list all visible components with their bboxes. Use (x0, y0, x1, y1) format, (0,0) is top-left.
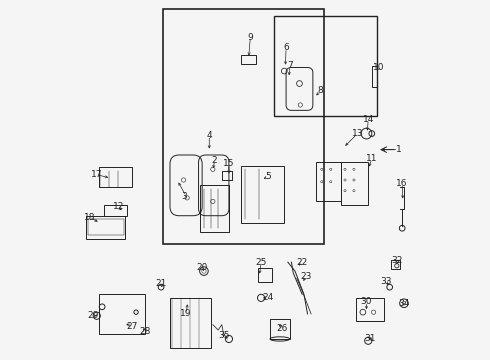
Text: 2: 2 (212, 156, 218, 165)
Text: 5: 5 (266, 172, 271, 181)
Bar (270, 319, 290, 339)
Text: 19: 19 (180, 310, 192, 319)
Text: 14: 14 (363, 115, 374, 124)
Text: 11: 11 (366, 154, 378, 163)
Bar (317, 162, 342, 202)
Bar (372, 66, 377, 87)
Text: 4: 4 (206, 131, 212, 140)
Bar (88, 219, 123, 235)
Text: 6: 6 (283, 43, 289, 52)
Text: 26: 26 (277, 324, 288, 333)
Text: 32: 32 (391, 256, 402, 265)
Text: 18: 18 (84, 213, 96, 222)
Text: 28: 28 (139, 327, 150, 336)
Text: 17: 17 (91, 170, 102, 179)
Bar (273, 16, 377, 116)
Text: 22: 22 (296, 258, 308, 267)
Bar (342, 162, 368, 205)
Bar (222, 171, 232, 180)
Text: 23: 23 (300, 272, 312, 281)
Text: 27: 27 (127, 322, 138, 331)
Text: 20: 20 (196, 263, 208, 272)
Text: 10: 10 (373, 63, 385, 72)
Text: 31: 31 (364, 334, 376, 343)
Text: 16: 16 (396, 179, 408, 188)
Text: 34: 34 (398, 299, 410, 308)
Bar (170, 298, 211, 348)
Text: 15: 15 (223, 159, 235, 168)
Bar (98, 167, 132, 187)
Text: 1: 1 (396, 145, 401, 154)
Text: 7: 7 (287, 61, 293, 70)
Bar (242, 55, 256, 64)
Text: 33: 33 (380, 277, 392, 286)
Text: 3: 3 (181, 192, 187, 201)
Text: 12: 12 (113, 202, 124, 211)
Bar (163, 9, 323, 244)
Bar (242, 166, 284, 223)
Text: 29: 29 (88, 311, 99, 320)
Text: 35: 35 (218, 331, 229, 340)
Bar (86, 216, 125, 239)
Bar (258, 267, 272, 282)
Bar (104, 205, 127, 216)
Bar (200, 185, 229, 232)
Text: 24: 24 (263, 293, 274, 302)
Text: 9: 9 (247, 33, 253, 42)
Bar (98, 294, 145, 334)
Bar (356, 298, 384, 321)
Bar (392, 260, 400, 269)
Text: 30: 30 (361, 297, 372, 306)
Text: 21: 21 (155, 279, 167, 288)
Text: 8: 8 (317, 86, 323, 95)
Text: 13: 13 (352, 129, 363, 138)
Text: 25: 25 (255, 258, 267, 267)
